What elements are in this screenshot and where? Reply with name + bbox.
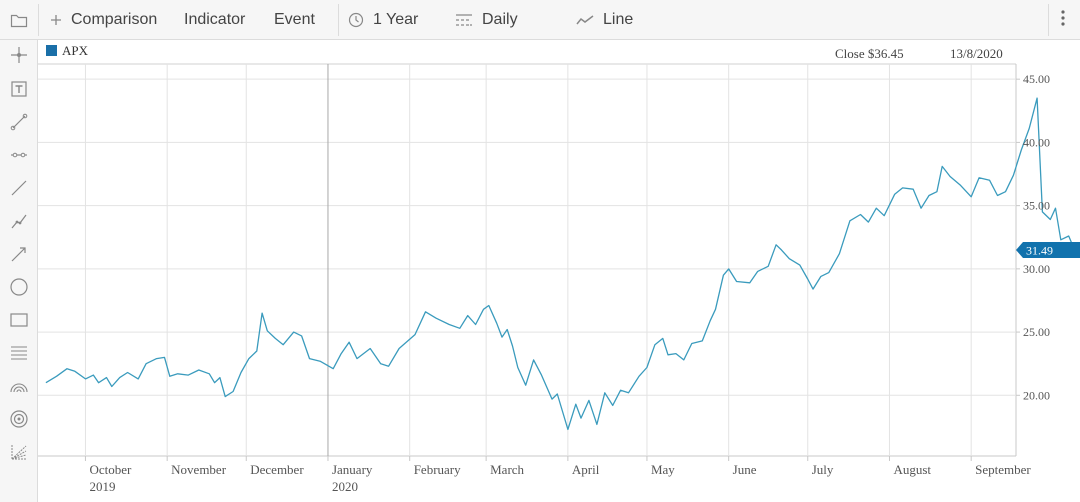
crosshair-icon[interactable]	[8, 44, 30, 66]
interval-button[interactable]: Daily	[455, 0, 518, 40]
comparison-label: Comparison	[71, 11, 158, 28]
plus-icon	[50, 14, 62, 26]
target-icon[interactable]	[8, 408, 30, 430]
interval-label: Daily	[482, 11, 518, 28]
x-tick-label: July	[812, 462, 834, 477]
x-year-label: 2019	[89, 479, 115, 494]
x-tick-label: March	[490, 462, 524, 477]
x-tick-label: June	[733, 462, 757, 477]
horizontal-lines-icon[interactable]	[8, 342, 30, 364]
x-tick-label: November	[171, 462, 227, 477]
indicator-button[interactable]: Indicator	[184, 0, 245, 40]
ray-line-icon[interactable]	[8, 144, 30, 166]
last-price-badge	[1016, 242, 1080, 259]
toolbar-divider	[338, 4, 339, 36]
kebab-menu-icon	[1058, 8, 1068, 33]
trend-line-icon[interactable]	[8, 177, 30, 199]
interval-icon	[455, 13, 473, 27]
more-options-button[interactable]	[1058, 0, 1068, 40]
series-line-apx[interactable]	[45, 97, 1080, 431]
indicator-label: Indicator	[184, 11, 246, 28]
line-chart-icon	[576, 14, 594, 26]
drawing-toolbar	[0, 40, 38, 502]
polyline-icon[interactable]	[8, 210, 30, 232]
x-tick-label: October	[89, 462, 132, 477]
folder-icon	[10, 12, 28, 28]
rectangle-icon[interactable]	[8, 309, 30, 331]
text-tool-icon[interactable]	[8, 78, 30, 100]
period-button[interactable]: 1 Year	[348, 0, 418, 40]
folder-button[interactable]	[10, 0, 37, 40]
x-tick-label: May	[651, 462, 675, 477]
x-tick-label: December	[250, 462, 304, 477]
clock-icon	[348, 12, 364, 28]
y-tick-label: 25.00	[1023, 325, 1050, 339]
x-tick-label: August	[893, 462, 931, 477]
event-button[interactable]: Event	[274, 0, 315, 40]
close-price: Close $36.45	[835, 46, 904, 61]
x-tick-label: April	[572, 462, 600, 477]
arrow-line-icon[interactable]	[8, 243, 30, 265]
legend-swatch	[46, 45, 57, 56]
fibonacci-fan-icon[interactable]	[8, 441, 30, 463]
y-tick-label: 30.00	[1023, 262, 1050, 276]
chart-type-button[interactable]: Line	[576, 0, 633, 40]
legend-ticker: APX	[62, 43, 89, 58]
x-tick-label: February	[414, 462, 461, 477]
x-tick-label: January	[332, 462, 373, 477]
close-date: 13/8/2020	[950, 46, 1003, 61]
y-tick-label: 45.00	[1023, 72, 1050, 86]
arc-icon[interactable]	[8, 375, 30, 397]
y-tick-label: 35.00	[1023, 199, 1050, 213]
period-label: 1 Year	[373, 11, 419, 28]
event-label: Event	[274, 11, 315, 28]
line-segment-icon[interactable]	[8, 111, 30, 133]
circle-icon[interactable]	[8, 276, 30, 298]
chart-type-label: Line	[603, 11, 634, 28]
price-chart[interactable]: 45.00 40.00 35.00 30.00 25.00 20.00 October 201…	[38, 40, 1080, 502]
toolbar-divider	[38, 4, 39, 36]
toolbar-divider	[1048, 4, 1049, 36]
y-tick-label: 20.00	[1023, 388, 1050, 402]
comparison-button[interactable]: Comparison	[50, 0, 157, 40]
y-tick-label: 40.00	[1023, 135, 1050, 149]
top-toolbar: Comparison Indicator Event 1 Year Daily …	[0, 0, 1080, 40]
last-price-label: 31.49	[1026, 244, 1053, 258]
x-tick-label: September	[975, 462, 1031, 477]
x-year-label: 2020	[332, 479, 358, 494]
